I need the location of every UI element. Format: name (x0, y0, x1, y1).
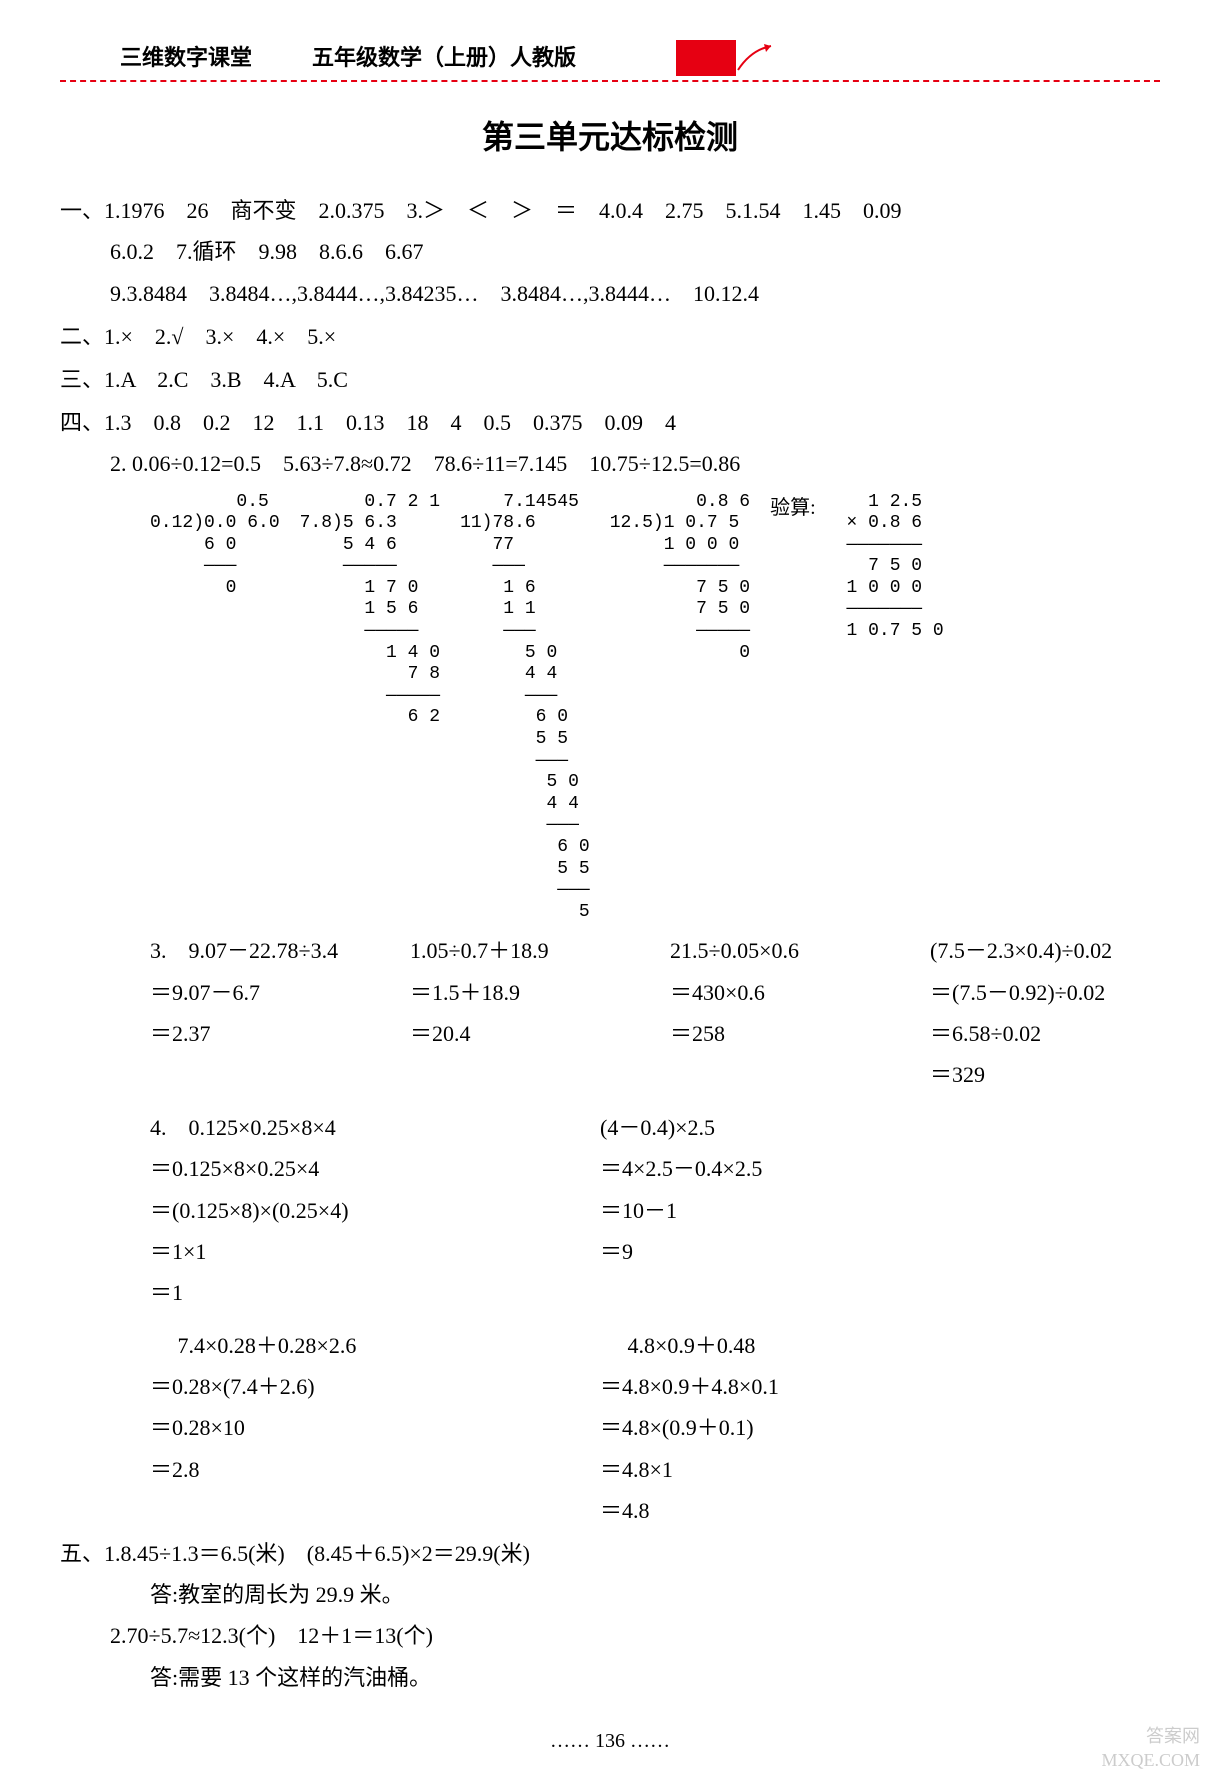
header-middle: 五年级数学（上册）人教版 (312, 40, 576, 75)
q3-r2-c3: ＝430×0.6 (670, 975, 900, 1010)
q4b-r5-c1 (150, 1493, 570, 1528)
q3-r2-c4: ＝(7.5－0.92)÷0.02 (930, 975, 1160, 1010)
watermark-line1: 答案网 (1101, 1725, 1200, 1748)
page-title: 第三单元达标检测 (60, 112, 1160, 163)
division-5: 1 2.5 × 0.8 6 ——————— 7 5 0 1 0 0 0 ————… (836, 492, 944, 643)
q4b-r5-c2: ＝4.8 (600, 1493, 1020, 1528)
division-1: 0.5 0.12)0.0 6.0 6 0 ——— 0 (150, 492, 280, 600)
q4b-row5: ＝4.8 (150, 1493, 1160, 1528)
q4b-row4: ＝2.8 ＝4.8×1 (150, 1452, 1160, 1487)
q4a-r2-c2: ＝4×2.5－0.4×2.5 (600, 1151, 1020, 1186)
q4b-r3-c1: ＝0.28×10 (150, 1410, 570, 1445)
q4a-row3: ＝(0.125×8)×(0.25×4) ＝10－1 (150, 1193, 1160, 1228)
q3-r3-c1: ＝2.37 (150, 1016, 380, 1051)
section-4: 四、1.3 0.8 0.2 12 1.1 0.13 18 4 0.5 0.375… (60, 405, 1160, 1528)
section-3: 三、1.A 2.C 3.B 4.A 5.C (60, 362, 1160, 397)
q3-row4: ＝329 (150, 1057, 1160, 1092)
division-4: 0.8 6 12.5)1 0.7 5 1 0 0 0 ——————— 7 5 0… (610, 492, 750, 665)
page-header: 三维数字课堂 五年级数学（上册）人教版 (60, 40, 1160, 76)
s4-q2-header: 2. 0.06÷0.12=0.5 5.63÷7.8≈0.72 78.6÷11=7… (60, 446, 1160, 481)
q3-row2: ＝9.07－6.7 ＝1.5＋18.9 ＝430×0.6 ＝(7.5－0.92)… (150, 975, 1160, 1010)
q4b-row2: ＝0.28×(7.4＋2.6) ＝4.8×0.9＋4.8×0.1 (150, 1369, 1160, 1404)
section-1: 一、1.1976 26 商不变 2.0.375 3.＞ ＜ ＞ ＝ 4.0.4 … (60, 193, 1160, 311)
q4b-r2-c1: ＝0.28×(7.4＋2.6) (150, 1369, 570, 1404)
q4a-r3-c2: ＝10－1 (600, 1193, 1020, 1228)
q4a-row2: ＝0.125×8×0.25×4 ＝4×2.5－0.4×2.5 (150, 1151, 1160, 1186)
q4b-r1-c2: 4.8×0.9＋0.48 (600, 1328, 1020, 1363)
s3-text: 1.A 2.C 3.B 4.A 5.C (104, 367, 348, 392)
q3-r3-c3: ＝258 (670, 1016, 900, 1051)
q4b-row1: 7.4×0.28＋0.28×2.6 4.8×0.9＋0.48 (150, 1328, 1160, 1363)
q3-r4-c3 (670, 1057, 900, 1092)
s1-line2: 6.0.2 7.循环 9.98 8.6.6 6.67 (60, 234, 1160, 269)
q4b-r4-c2: ＝4.8×1 (600, 1452, 1020, 1487)
q4b-r4-c1: ＝2.8 (150, 1452, 570, 1487)
s5-q2-calc: 2.70÷5.7≈12.3(个) 12＋1＝13(个) (60, 1618, 1160, 1653)
q3-r1-c4: (7.5－2.3×0.4)÷0.02 (930, 933, 1160, 968)
long-division-row: 0.5 0.12)0.0 6.0 6 0 ——— 0 0.7 2 1 7.8)5… (150, 492, 1160, 924)
q4a-r5-c1: ＝1 (150, 1275, 570, 1310)
q4a-row1: 4. 0.125×0.25×8×4 (4－0.4)×2.5 (150, 1110, 1160, 1145)
q3-r4-c2 (410, 1057, 640, 1092)
s5-q2-answer: 答:需要 13 个这样的汽油桶。 (60, 1660, 1160, 1695)
content-body: 一、1.1976 26 商不变 2.0.375 3.＞ ＜ ＞ ＝ 4.0.4 … (60, 193, 1160, 1695)
division-3: 7.14545 11)78.6 77 ——— 1 6 1 1 ——— 5 0 4… (460, 492, 590, 924)
q3-row1: 3. 9.07－22.78÷3.4 1.05÷0.7＋18.9 21.5÷0.0… (150, 933, 1160, 968)
section1-label: 一、 (60, 198, 104, 223)
q3-r4-c1 (150, 1057, 380, 1092)
header-divider (60, 80, 1160, 82)
watermark-line2: MXQE.COM (1101, 1749, 1200, 1772)
q3-r1-c1: 3. 9.07－22.78÷3.4 (150, 933, 380, 968)
section4-label: 四、 (60, 410, 104, 435)
header-left: 三维数字课堂 (120, 40, 252, 75)
q3-r4-c4: ＝329 (930, 1057, 1160, 1092)
section-5: 五、1.8.45÷1.3＝6.5(米) (8.45＋6.5)×2＝29.9(米)… (60, 1536, 1160, 1695)
q3-r3-c2: ＝20.4 (410, 1016, 640, 1051)
q4a-r1-c2: (4－0.4)×2.5 (600, 1110, 1020, 1145)
page-number: …… 136 …… (60, 1725, 1160, 1757)
s1-line1: 1.1976 26 商不变 2.0.375 3.＞ ＜ ＞ ＝ 4.0.4 2.… (104, 198, 902, 223)
verify-label: 验算: (770, 492, 816, 524)
watermark: 答案网 MXQE.COM (1101, 1725, 1200, 1772)
section2-label: 二、 (60, 324, 104, 349)
section-2: 二、1.× 2.√ 3.× 4.× 5.× (60, 319, 1160, 354)
s4-q1: 1.3 0.8 0.2 12 1.1 0.13 18 4 0.5 0.375 0… (104, 410, 676, 435)
q3-r1-c3: 21.5÷0.05×0.6 (670, 933, 900, 968)
q4a-row4: ＝1×1 ＝9 (150, 1234, 1160, 1269)
q4b-row3: ＝0.28×10 ＝4.8×(0.9＋0.1) (150, 1410, 1160, 1445)
verify-block: 验算: (770, 492, 816, 524)
section3-label: 三、 (60, 367, 104, 392)
q4a-row5: ＝1 (150, 1275, 1160, 1310)
s5-q1-calc: 1.8.45÷1.3＝6.5(米) (8.45＋6.5)×2＝29.9(米) (104, 1541, 530, 1566)
s5-q1-answer: 答:教室的周长为 29.9 米。 (60, 1577, 1160, 1612)
q3-r2-c2: ＝1.5＋18.9 (410, 975, 640, 1010)
q3-row3: ＝2.37 ＝20.4 ＝258 ＝6.58÷0.02 (150, 1016, 1160, 1051)
q4a-r2-c1: ＝0.125×8×0.25×4 (150, 1151, 570, 1186)
q4b-r2-c2: ＝4.8×0.9＋4.8×0.1 (600, 1369, 1020, 1404)
q4a-r4-c1: ＝1×1 (150, 1234, 570, 1269)
s2-text: 1.× 2.√ 3.× 4.× 5.× (104, 324, 336, 349)
section5-label: 五、 (60, 1541, 104, 1566)
q4b-r3-c2: ＝4.8×(0.9＋0.1) (600, 1410, 1020, 1445)
q4b-r1-c1: 7.4×0.28＋0.28×2.6 (150, 1328, 570, 1363)
q3-r1-c2: 1.05÷0.7＋18.9 (410, 933, 640, 968)
division-2: 0.7 2 1 7.8)5 6.3 5 4 6 ————— 1 7 0 1 5 … (300, 492, 440, 730)
q4a-r3-c1: ＝(0.125×8)×(0.25×4) (150, 1193, 570, 1228)
q4a-r4-c2: ＝9 (600, 1234, 1020, 1269)
q4a-r5-c2 (600, 1275, 1020, 1310)
rocket-icon (676, 40, 776, 76)
s1-line3: 9.3.8484 3.8484…,3.8444…,3.84235… 3.8484… (60, 276, 1160, 311)
q3-r2-c1: ＝9.07－6.7 (150, 975, 380, 1010)
q3-r3-c4: ＝6.58÷0.02 (930, 1016, 1160, 1051)
q4a-r1-c1: 4. 0.125×0.25×8×4 (150, 1110, 570, 1145)
